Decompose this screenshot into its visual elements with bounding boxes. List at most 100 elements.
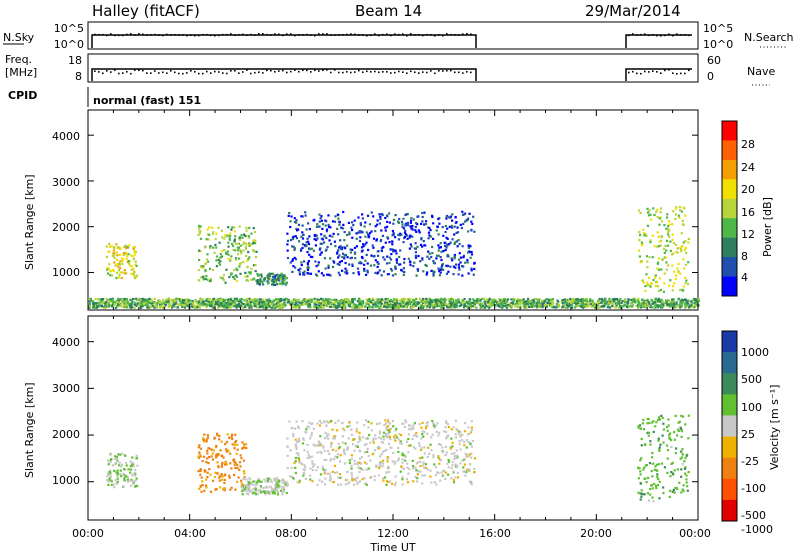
power-echo-cell xyxy=(245,226,248,229)
power-echo-cell xyxy=(361,249,364,252)
nsearch-point xyxy=(322,33,324,35)
power-echo-cell xyxy=(328,239,331,242)
power-echo-cell xyxy=(227,245,230,248)
velocity-echo-cell xyxy=(129,460,132,463)
power-echo-cell xyxy=(618,298,621,301)
velocity-echo-cell xyxy=(198,487,201,490)
nave-point xyxy=(218,71,220,73)
velocity-echo-cell xyxy=(230,435,233,438)
power-echo-cell xyxy=(649,241,652,244)
power-echo-cell xyxy=(441,263,444,266)
power-echo-cell xyxy=(332,260,335,263)
velocity-echo-cell xyxy=(354,479,358,482)
power-echo-cell xyxy=(355,304,358,307)
velocity-echo-cell xyxy=(348,462,351,465)
power-echo-cell xyxy=(653,245,656,248)
velocity-echo-cell xyxy=(234,433,237,436)
velocity-echo-cell xyxy=(657,418,660,422)
velocity-echo-cell xyxy=(326,450,330,453)
velocity-echo-cell xyxy=(122,485,125,488)
velocity-echo-cell xyxy=(649,493,652,496)
power-echo-cell xyxy=(679,306,682,309)
power-echo-cell xyxy=(247,258,250,261)
power-echo-cell xyxy=(244,245,247,248)
velocity-echo-cell xyxy=(248,489,251,492)
power-echo-cell xyxy=(394,266,397,269)
velocity-echo-cell xyxy=(679,426,682,429)
power-echo-cell xyxy=(422,305,425,308)
power-echo-cell xyxy=(395,252,398,255)
velocity-echo-cell xyxy=(646,492,649,495)
power-echo-cell xyxy=(113,254,116,257)
velocity-echo-cell xyxy=(321,465,324,468)
velocity-echo-cell xyxy=(434,466,437,469)
power-echo-cell xyxy=(345,272,348,275)
power-echo-cell xyxy=(289,261,292,264)
velocity-echo-cell xyxy=(341,441,344,444)
power-echo-cell xyxy=(347,300,350,303)
velocity-echo-cell xyxy=(285,484,288,487)
velocity-echo-cell xyxy=(682,484,685,487)
power-echo-cell xyxy=(366,271,369,274)
power-echo-cell xyxy=(378,299,381,302)
power-echo-cell xyxy=(630,303,633,306)
velocity-echo-cell xyxy=(306,425,309,428)
power-echo-cell xyxy=(374,302,378,305)
velocity-echo-cell xyxy=(473,467,476,470)
power-echo-cell xyxy=(286,232,289,235)
power-echo-cell xyxy=(612,300,615,303)
power-echo-cell xyxy=(421,211,424,215)
nave-point xyxy=(198,72,200,75)
velocity-echo-cell xyxy=(452,481,456,484)
power-echo-cell xyxy=(195,302,199,305)
power-echo-cell xyxy=(361,213,364,216)
power-echo-cell xyxy=(217,300,220,303)
velocity-echo-cell xyxy=(286,445,289,449)
velocity-echo-cell xyxy=(205,438,208,441)
velocity-echo-cell xyxy=(220,440,223,443)
power-echo-cell xyxy=(317,261,320,264)
power-echo-cell xyxy=(647,276,651,279)
power-echo-cell xyxy=(425,264,428,267)
power-echo-cell xyxy=(334,304,337,307)
power-echo-cell xyxy=(106,268,109,271)
power-echo-cell xyxy=(116,254,119,257)
power-echo-cell xyxy=(107,300,111,303)
nave-point xyxy=(672,72,674,74)
velocity-echo-cell xyxy=(365,462,368,465)
velocity-echo-cell xyxy=(418,444,421,447)
power-echo-cell xyxy=(181,305,184,308)
velocity-echo-cell xyxy=(429,443,432,446)
power-echo-cell xyxy=(432,222,435,225)
power-echo-cell xyxy=(462,256,465,259)
velocity-echo-cell xyxy=(290,475,293,478)
power-echo-cell xyxy=(504,300,507,303)
velocity-echo-cell xyxy=(373,479,376,482)
power-echo-cell xyxy=(230,228,233,231)
power-echo-cell xyxy=(252,264,256,267)
power-echo-cell xyxy=(281,304,284,307)
power-echo-cell xyxy=(339,239,342,242)
velocity-echo-cell xyxy=(199,484,202,488)
velocity-echo-cell xyxy=(288,420,291,423)
power-echo-cell xyxy=(376,300,379,303)
power-echo-cell xyxy=(233,226,236,229)
velocity-echo-cell xyxy=(352,443,355,446)
power-echo-cell xyxy=(391,243,394,246)
power-echo-cell xyxy=(401,300,405,303)
power-echo-cell xyxy=(586,305,589,308)
power-echo-cell xyxy=(273,303,276,306)
velocity-echo-cell xyxy=(391,482,394,485)
nave-tick-bottom: 0 xyxy=(707,70,714,83)
power-echo-cell xyxy=(327,264,330,267)
velocity-echo-cell xyxy=(198,444,201,447)
power-echo-cell xyxy=(349,248,352,251)
power-echo-cell xyxy=(533,305,536,308)
power-echo-cell xyxy=(146,302,149,305)
velocity-echo-cell xyxy=(450,437,453,440)
velocity-echo-cell xyxy=(297,456,300,460)
velocity-echo-cell xyxy=(437,456,440,459)
power-echo-cell xyxy=(236,305,239,308)
power-echo-cell xyxy=(483,306,487,309)
nave-point xyxy=(166,72,168,74)
